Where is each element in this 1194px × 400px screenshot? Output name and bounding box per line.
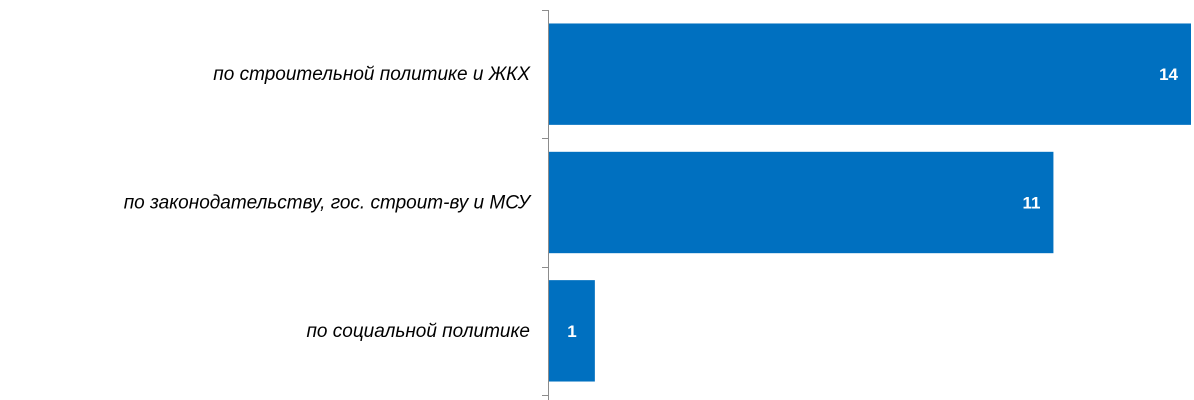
- value-label-2: 11: [1022, 194, 1040, 213]
- bar-2: [549, 151, 1054, 254]
- category-label-2: по законодательству, гос. строит-ву и МС…: [124, 193, 532, 214]
- category-label-3: по социальной политике: [306, 321, 530, 342]
- bar-1: [549, 23, 1191, 125]
- value-label-3: 1: [567, 322, 576, 341]
- value-label-1: 14: [1159, 65, 1178, 84]
- bars-group: [549, 23, 1191, 382]
- category-axis: [542, 10, 549, 400]
- category-label-1: по строительной политике и ЖКХ: [213, 64, 531, 85]
- bar-3: [549, 280, 595, 382]
- category-labels-group: по строительной политике и ЖКХ по законод…: [124, 64, 532, 342]
